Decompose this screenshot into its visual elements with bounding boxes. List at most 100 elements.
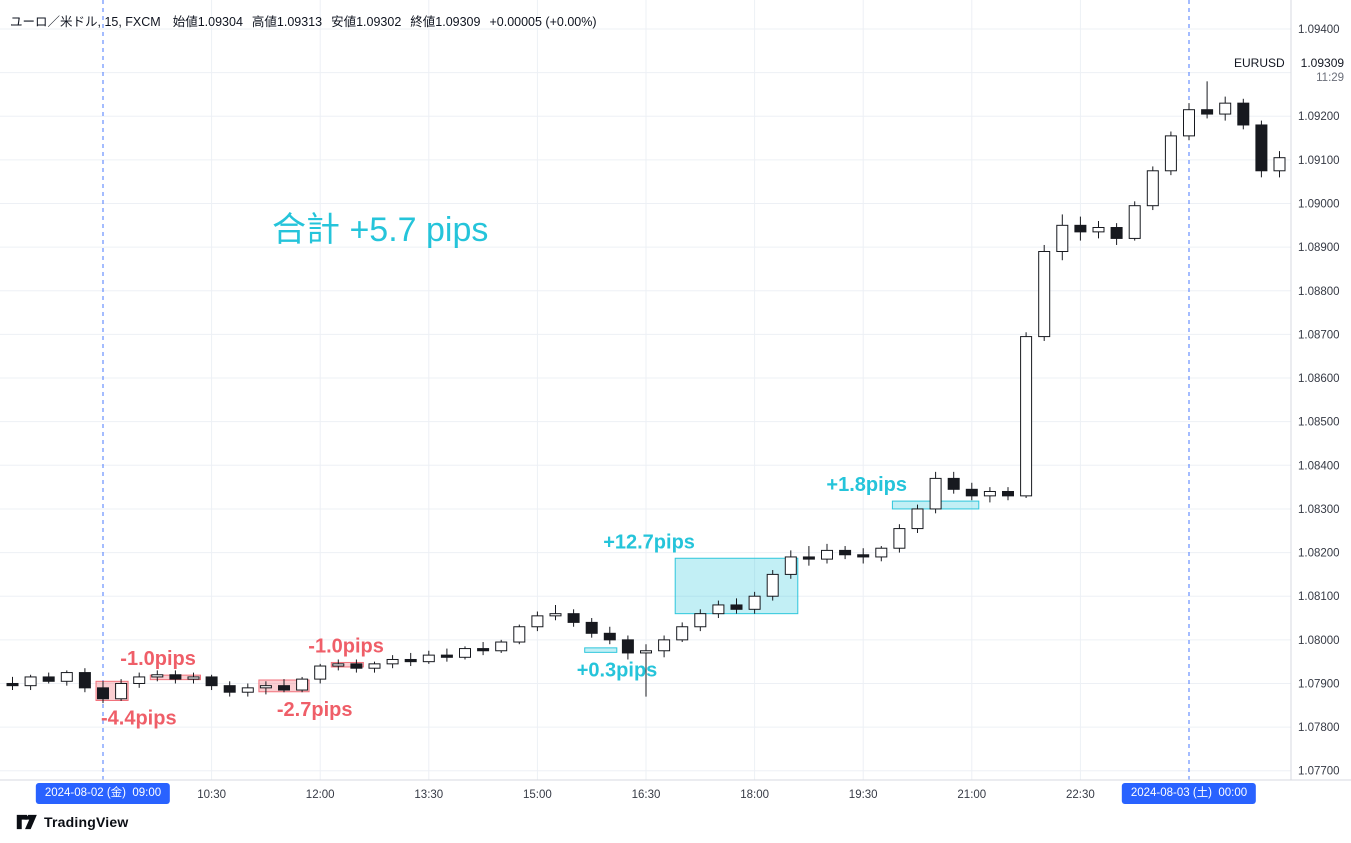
up-candle [640,650,652,654]
down-candle [97,687,109,700]
up-candle [386,658,399,665]
up-candle [766,573,779,597]
down-candle [839,549,852,556]
price-tick-label: 1.07800 [1298,722,1340,734]
up-candle [911,508,924,530]
trade-pips-label[interactable]: -1.0pips [120,648,196,670]
time-tick-label: 15:00 [523,789,552,801]
chart-legend: ユーロ／米ドル, 15, FXCM 始値1.09304 高値1.09313 安値1.0… [10,11,606,30]
up-candle [893,528,906,549]
price-axis[interactable]: 1.09400 1.09200 1.09100 1.09000 1.08900 1.088… [1298,24,1340,778]
down-candle [802,556,815,560]
ohlc-close: 終値1.09309 [410,15,481,29]
price-tick-label: 1.08200 [1298,548,1340,560]
up-candle [133,676,146,684]
up-candle [187,676,200,680]
symbol-title[interactable]: ユーロ／米ドル, 15, FXCM [10,15,161,29]
down-candle [603,632,616,641]
up-candle [1038,251,1051,338]
down-candle [169,674,182,680]
up-candle [784,556,797,575]
tradingview-logo[interactable]: TradingView [16,812,128,832]
price-tick-label: 1.08600 [1298,373,1340,385]
price-tick-label: 1.09100 [1298,155,1340,167]
up-candle [676,626,689,641]
down-candle [223,685,236,693]
trade-zone-box[interactable] [330,661,364,668]
up-candle [459,648,471,658]
last-price-symbol: EURUSD [1234,56,1285,70]
down-candle [585,621,598,634]
up-candle [1146,170,1159,207]
price-tick-label: 1.07900 [1298,678,1340,690]
up-candle [513,626,526,643]
down-candle [404,658,417,663]
up-candle [929,477,942,510]
down-candle [1255,124,1268,172]
up-candle [875,547,888,558]
down-candle [857,554,870,558]
time-tick-label: 19:30 [849,789,878,801]
up-candle [24,676,37,687]
price-tick-label: 1.08100 [1298,591,1340,603]
time-tick-label: 16:30 [632,789,661,801]
up-candle [241,687,254,693]
down-candle [1002,490,1014,497]
ohlc-high: 高値1.09313 [251,15,323,29]
up-candle [1164,135,1177,172]
up-candle [712,604,725,615]
down-candle [621,639,634,654]
trade-pips-label[interactable]: +0.3pips [577,659,658,681]
trade-zone-box[interactable] [584,647,618,653]
tradingview-logo-icon [16,814,37,830]
time-tick-label: 13:30 [414,789,443,801]
price-tick-label: 1.09000 [1298,199,1340,211]
up-candle [314,665,327,680]
trade-pips-label[interactable]: -1.0pips [308,635,384,657]
tradingview-logo-text: TradingView [44,814,129,830]
time-tick-label: 12:00 [306,789,335,801]
trade-pips-label[interactable]: -4.4pips [101,707,177,729]
up-candle [983,490,996,497]
down-candle [350,663,363,669]
down-candle [965,488,978,497]
up-candle [296,678,309,691]
bar-countdown: 11:29 [1316,72,1345,84]
down-candle [42,676,55,682]
down-candle [730,604,743,610]
price-change: +0.00005 (+0.00%) [489,15,597,29]
price-tick-label: 1.08900 [1298,242,1340,254]
down-candle [278,685,290,691]
up-candle [1183,109,1195,137]
trade-pips-label[interactable]: +1.8pips [826,474,907,496]
time-tick-label: 18:00 [740,789,769,801]
down-candle [477,648,490,652]
down-candle [440,654,453,658]
up-candle [1219,102,1232,115]
trade-pips-label[interactable]: -2.7pips [277,699,353,721]
up-candle [1128,205,1141,239]
time-axis[interactable]: 10:30 12:00 13:30 15:00 16:30 18:00 19:30 21:00… [197,789,1095,801]
down-candle [1201,109,1214,115]
up-candle [368,663,381,669]
time-tick-label: 21:00 [957,789,986,801]
time-tick-label: 10:30 [197,789,226,801]
total-pips-label[interactable]: 合計 +5.7 pips [272,211,488,249]
up-candle [259,685,272,689]
price-tick-label: 1.08500 [1298,417,1340,429]
down-candle [78,672,91,689]
price-tick-label: 1.09400 [1298,24,1340,36]
up-candle [694,613,707,628]
up-candle [748,595,761,610]
price-tick-label: 1.07700 [1298,766,1340,778]
price-tick-label: 1.08700 [1298,329,1340,341]
trade-pips-label[interactable]: +12.7pips [603,531,695,553]
up-candle [658,639,671,652]
ohlc-open: 始値1.09304 [172,15,243,29]
down-candle [947,477,960,490]
up-candle [821,549,833,560]
up-candle [151,674,164,678]
price-tick-label: 1.08400 [1298,460,1340,472]
